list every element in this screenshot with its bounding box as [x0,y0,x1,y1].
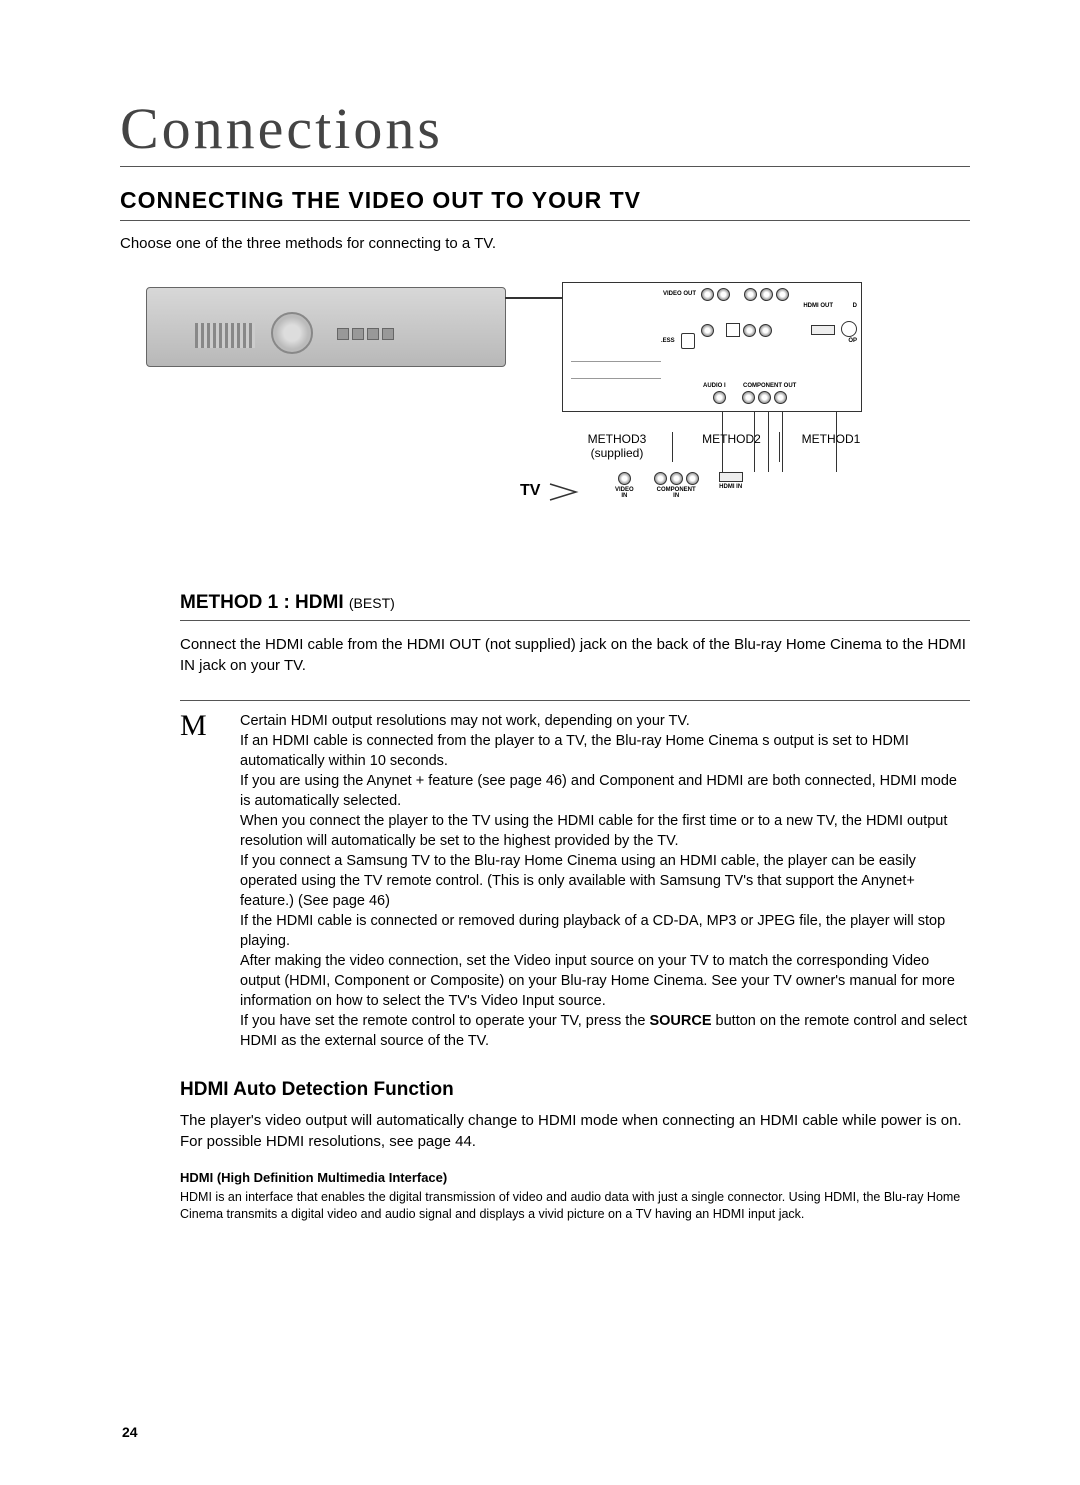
tv-label: TV [520,482,540,500]
hdmi-def-title: HDMI (High Definition Multimedia Interfa… [180,1170,970,1185]
auto-detect-heading: HDMI Auto Detection Function [180,1079,970,1101]
hdmi-def-body: HDMI is an interface that enables the di… [180,1189,970,1222]
auto-detect-body: The player's video output will automatic… [180,1111,970,1152]
method3-sub: (supplied) [562,446,672,460]
label-video-out: VIDEO OUT [663,291,696,297]
page-number: 24 [122,1424,138,1440]
notes-block: M Certain HDMI output resolutions may no… [180,700,970,1051]
method1-label: METHOD1 [791,432,871,446]
method1-heading: METHOD 1 : HDMI (BEST) [180,592,970,621]
label-ess: .ESS [661,338,675,344]
arrow-icon [548,482,608,502]
method3-label: METHOD3 [562,432,672,446]
label-audio-i: AUDIO I [703,383,726,389]
page-title: Connections [120,95,970,167]
label-component-out: COMPONENT OUT [743,383,796,389]
method1-body: Connect the HDMI cable from the HDMI OUT… [180,635,970,676]
intro-text: Choose one of the three methods for conn… [120,235,970,252]
section-heading: CONNECTING THE VIDEO OUT TO YOUR TV [120,187,970,221]
note-icon: M [180,711,220,1051]
method2-label: METHOD2 [684,432,779,446]
connection-diagram: VIDEO OUT HDMI OUT D .ESS OP AUDIO I COM… [120,272,970,552]
method-labels-row: METHOD3 (supplied) METHOD2 METHOD1 [562,432,882,462]
player-front-illustration [146,287,506,367]
notes-text: Certain HDMI output resolutions may not … [240,711,970,1051]
label-d: D [853,303,857,309]
player-back-panel: VIDEO OUT HDMI OUT D .ESS OP AUDIO I COM… [562,282,862,412]
label-op: OP [848,338,857,344]
tv-video-in-label: VIDEO IN [615,487,634,499]
tv-hdmi-in-label: HDMI IN [719,484,742,490]
tv-inputs: VIDEO IN COMPONENT IN HDMI IN [615,472,875,499]
tv-component-in-label: COMPONENT IN [657,487,696,499]
label-hdmi-out: HDMI OUT [803,303,833,309]
